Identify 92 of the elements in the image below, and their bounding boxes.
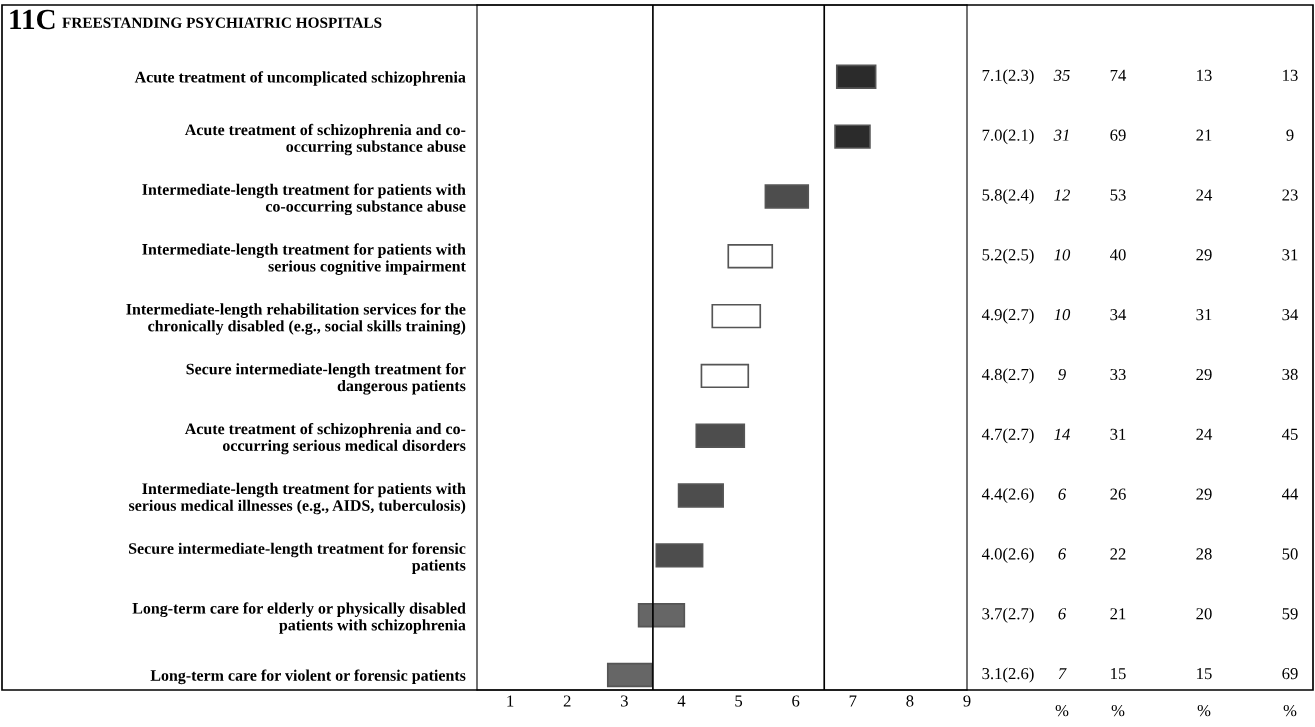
text: 11C (10, 9, 55, 30)
text: 6 (1058, 608, 1067, 620)
text: 3.1(2.6) (982, 667, 1034, 683)
text: 23 (1282, 189, 1298, 201)
text: 31 (1053, 129, 1069, 141)
text: 4.4(2.6) (981, 488, 1034, 504)
text: % (1283, 704, 1297, 717)
text: 4.7(2.7) (981, 428, 1034, 444)
bar (637, 603, 686, 628)
text: % (1111, 704, 1125, 717)
text: 44 (1281, 488, 1299, 500)
text: 29 (1196, 249, 1212, 261)
text: 9 (1058, 368, 1066, 381)
text: 15 (1197, 668, 1212, 680)
text: 13 (1197, 69, 1212, 81)
text: 13 (1283, 69, 1298, 81)
y-tick-label: Acute treatment of schizophrenia and co- occurring serious medical disorders (184, 422, 466, 455)
y-tick-label: Intermediate-length treatment for patients with serious cognitive impairment (142, 243, 466, 275)
text: 20 (1196, 608, 1212, 620)
x-tick-label: 2 (563, 695, 571, 707)
text: 4.0(2.6) (981, 547, 1034, 563)
x-tick-label: 5 (735, 695, 743, 707)
text: % (1197, 704, 1211, 717)
x-tick-label: 3 (620, 695, 628, 707)
y-tick-label: Acute treatment of uncomplicated schizophrenia (134, 71, 466, 86)
y-tick-label: Long-term care for violent or forensic patients (150, 669, 466, 685)
text: 29 (1196, 368, 1212, 381)
text: 34 (1282, 309, 1299, 321)
bar (834, 124, 871, 149)
text: 59 (1282, 608, 1298, 620)
y-tick-label: Acute treatment of schizophrenia and co- occurring substance abuse (184, 123, 466, 156)
text: 12 (1054, 189, 1070, 201)
bar (711, 303, 762, 329)
bar (606, 662, 653, 688)
y-tick-label: Long-term care for elderly or physically disabled patients with schizophrenia (132, 602, 466, 634)
bar (655, 543, 704, 568)
text: 38 (1282, 368, 1298, 381)
text: 29 (1196, 488, 1212, 500)
text: 22 (1110, 548, 1126, 560)
text: 24 (1196, 428, 1213, 440)
text: 7 (1058, 668, 1067, 680)
y-tick-label: Intermediate-length treatment for patients with co-occurring substance abuse (142, 183, 466, 216)
y-tick-label: Secure intermediate-length treatment for dangerous patients (186, 362, 466, 395)
y-tick-label: Secure intermediate-length treatment for forensic patients (129, 542, 466, 574)
text: 5.2(2.5) (982, 248, 1034, 264)
text: 45 (1281, 428, 1298, 440)
text: 50 (1282, 548, 1298, 560)
y-tick-label: Intermediate-length treatment for patients with serious medical illnesses (e.g., AIDS, tuberculosis) (129, 482, 466, 515)
text: 31 (1282, 249, 1298, 261)
text: 9 (1286, 129, 1294, 141)
bar (835, 64, 877, 89)
text: 31 (1196, 309, 1212, 321)
text: 69 (1282, 668, 1298, 680)
bar (695, 423, 746, 448)
text: 3.7(2.7) (982, 607, 1034, 623)
x-tick-label: 8 (906, 695, 914, 707)
text: 69 (1110, 129, 1126, 141)
text: 35 (1053, 69, 1070, 81)
text: 53 (1110, 189, 1126, 201)
text: 7.1(2.3) (982, 69, 1034, 85)
text: 28 (1196, 548, 1212, 560)
text: 6 (1058, 548, 1067, 560)
text: 21 (1196, 129, 1212, 141)
bar (677, 483, 724, 508)
text: 26 (1110, 488, 1126, 500)
text: 40 (1109, 249, 1126, 261)
x-tick-label: 4 (677, 695, 686, 707)
y-tick-label: Intermediate-length rehabilitation services for the chronically disabled (e.g., social skills training) (126, 303, 466, 335)
text: 34 (1110, 309, 1127, 321)
text: 5.8(2.4) (982, 188, 1034, 204)
x-tick-label: 7 (849, 695, 857, 707)
bar (700, 363, 750, 389)
text: 14 (1054, 428, 1070, 440)
x-tick-label: 6 (792, 695, 800, 707)
x-tick-label: 9 (963, 695, 971, 707)
text: 31 (1110, 428, 1126, 440)
text: 4.8(2.7) (981, 368, 1034, 384)
text: FREESTANDING PSYCHIATRIC HOSPITALS (62, 17, 382, 28)
text: 7.0(2.1) (982, 129, 1034, 145)
text: 74 (1110, 69, 1127, 81)
text: % (1055, 704, 1069, 717)
text: 24 (1196, 189, 1213, 201)
x-tick-label: 1 (507, 695, 514, 707)
bar (764, 184, 810, 209)
text: 21 (1110, 608, 1126, 620)
text: 10 (1054, 309, 1071, 321)
text: 33 (1110, 368, 1126, 381)
text: 15 (1111, 668, 1126, 680)
text: 10 (1054, 249, 1071, 261)
text: 4.9(2.7) (981, 308, 1034, 324)
bar (727, 244, 774, 269)
text: 6 (1058, 488, 1067, 500)
